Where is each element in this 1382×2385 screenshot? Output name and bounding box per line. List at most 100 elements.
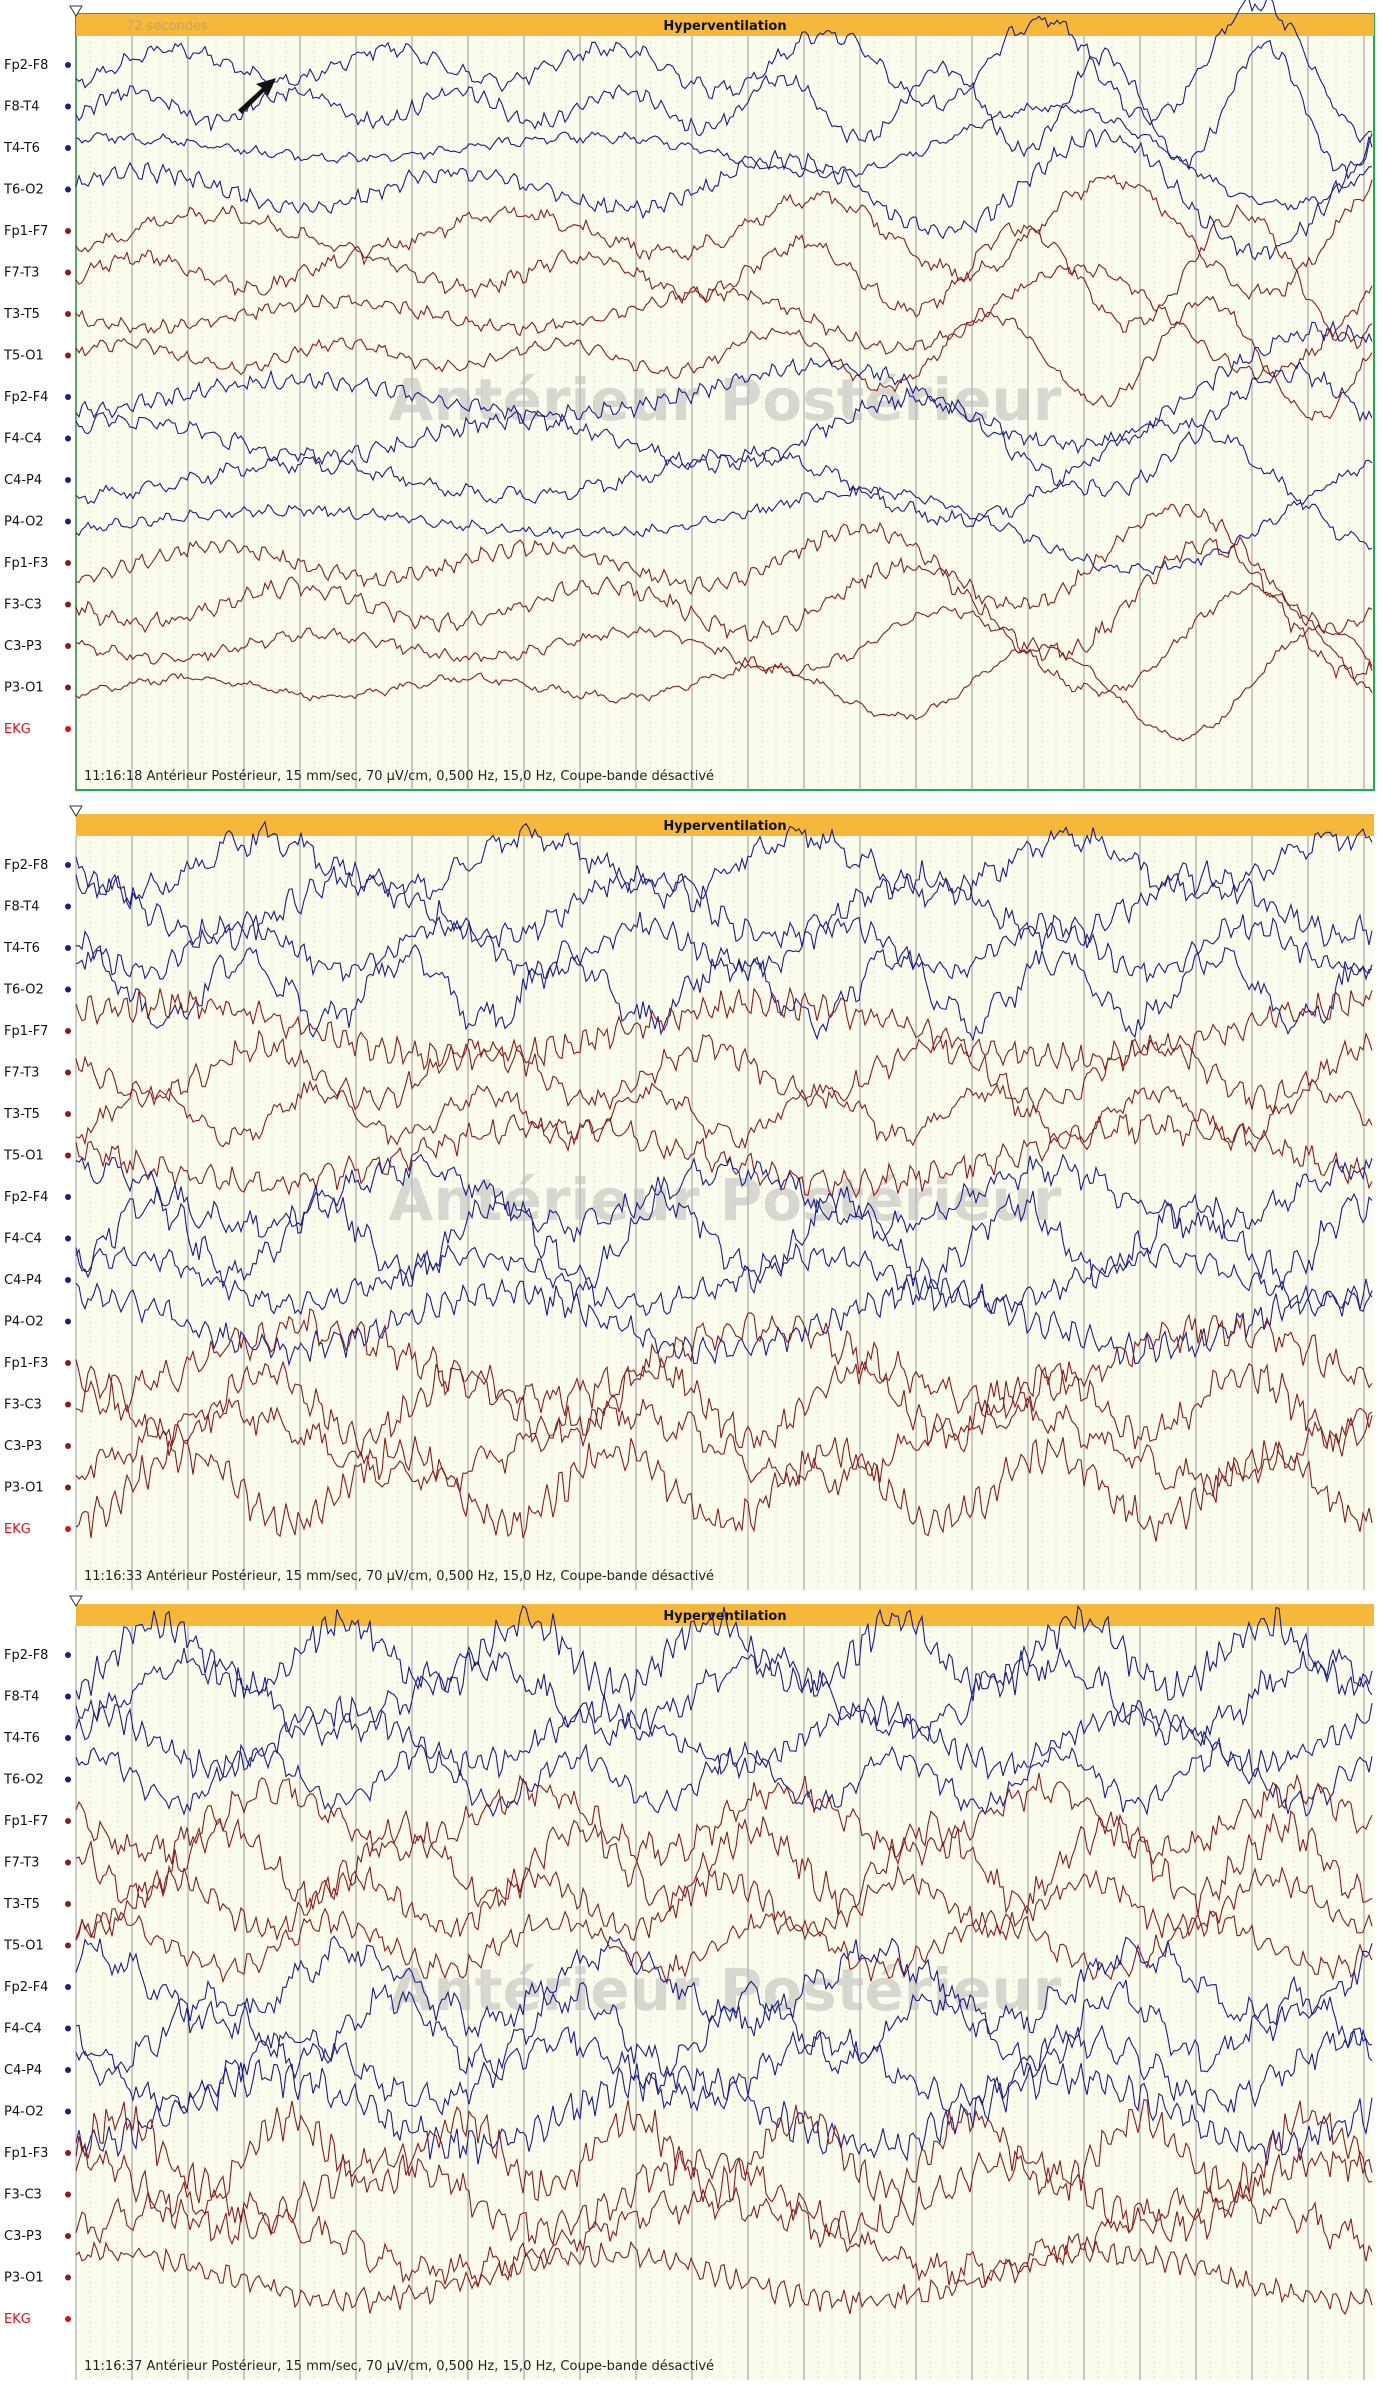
eeg-trace — [75, 1436, 1373, 1542]
annotation-arrow — [238, 78, 276, 114]
channel-label: T5-O1 — [3, 1939, 44, 1954]
channel-dot — [65, 1318, 71, 1325]
channel-label: Fp2-F4 — [4, 1190, 48, 1205]
eeg-trace — [75, 416, 1373, 550]
channel-label: Fp2-F4 — [4, 390, 48, 405]
channel-dot — [65, 1859, 71, 1866]
channel-label: C4-P4 — [4, 1273, 42, 1288]
channel-label: F3-C3 — [4, 2188, 42, 2203]
channel-label: Fp2-F8 — [4, 1648, 48, 1663]
footer-info: 11:16:18 Antérieur Postérieur, 15 mm/sec… — [84, 769, 714, 784]
channel-label: Fp2-F8 — [4, 858, 48, 873]
eeg-trace — [75, 1605, 1373, 1703]
channel-label: P4-O2 — [4, 2105, 44, 2120]
eeg-trace — [75, 1397, 1373, 1498]
channel-label: P4-O2 — [4, 1315, 44, 1330]
channel-dot — [65, 1235, 71, 1242]
channel-label: F8-T4 — [4, 900, 39, 915]
channel-dot — [65, 1818, 71, 1824]
eeg-trace — [75, 39, 1373, 180]
channel-label: Fp2-F8 — [4, 58, 48, 73]
eeg-trace — [75, 459, 1373, 576]
eeg-trace — [75, 624, 1373, 742]
channel-dot — [65, 2274, 71, 2281]
eeg-trace — [75, 1185, 1373, 1295]
channel-dot — [65, 145, 71, 151]
channel-dot — [65, 1652, 71, 1658]
channel-dot — [65, 518, 71, 525]
channel-dot — [65, 2191, 71, 2198]
channel-dot — [65, 643, 71, 649]
channel-label: P3-O1 — [4, 681, 44, 696]
channel-dot — [65, 1443, 71, 1449]
channel-label: T6-O2 — [3, 1773, 44, 1788]
eeg-trace — [75, 1809, 1373, 1916]
event-label: Hyperventilation — [663, 1609, 786, 1624]
eeg-trace — [75, 0, 1373, 144]
channel-dot — [65, 311, 71, 317]
time-marker — [69, 5, 83, 17]
eeg-trace — [75, 2180, 1373, 2288]
channel-dot — [65, 62, 71, 68]
channel-label: EKG — [4, 722, 31, 737]
eeg-trace — [75, 1356, 1373, 1458]
channel-label: F4-C4 — [4, 432, 42, 447]
channel-label: Fp1-F3 — [4, 556, 48, 571]
channel-label: F8-T4 — [4, 100, 39, 115]
channel-dot — [65, 1942, 71, 1949]
channel-label: P4-O2 — [4, 515, 44, 530]
channel-label: P3-O1 — [4, 2271, 44, 2286]
eeg-trace — [75, 940, 1373, 1042]
eeg-trace — [75, 174, 1373, 301]
eeg-trace — [75, 1029, 1373, 1115]
channel-dot — [65, 1277, 71, 1283]
eeg-trace — [75, 820, 1373, 911]
channel-label: Fp2-F4 — [4, 1980, 48, 1995]
channel-label: Fp1-F7 — [4, 1024, 48, 1039]
channel-dot — [65, 394, 71, 400]
channel-label: T5-O1 — [3, 349, 44, 364]
eeg-trace — [75, 295, 1373, 422]
channel-dot — [65, 186, 71, 193]
channel-dot — [65, 103, 71, 110]
channel-dot — [65, 2067, 71, 2073]
channel-label: C3-P3 — [4, 639, 42, 654]
channel-label: F7-T3 — [4, 1856, 39, 1871]
channel-dot — [65, 1401, 71, 1408]
channel-label: Fp1-F3 — [4, 1356, 48, 1371]
channel-dot — [65, 1901, 71, 1907]
channel-label: Fp1-F7 — [4, 1814, 48, 1829]
eeg-trace — [75, 582, 1373, 698]
eeg-trace — [75, 986, 1373, 1074]
channel-label: T4-T6 — [3, 1731, 40, 1746]
channel-dot — [65, 1484, 71, 1491]
eeg-trace — [75, 1113, 1373, 1199]
eeg-trace — [75, 1772, 1373, 1867]
eeg-trace — [75, 1740, 1373, 1818]
eeg-trace — [75, 1274, 1373, 1367]
time-label: 72 secondes — [126, 19, 208, 34]
channel-label: C3-P3 — [4, 1439, 42, 1454]
channel-label: EKG — [4, 1522, 31, 1537]
channel-label: F7-T3 — [4, 1066, 39, 1081]
channel-dot — [65, 560, 71, 566]
channel-label: F4-C4 — [4, 2022, 42, 2037]
channel-label: T3-T5 — [3, 1107, 40, 1122]
channel-label: F3-C3 — [4, 1398, 42, 1413]
channel-dot — [65, 477, 71, 483]
eeg-trace — [75, 2058, 1373, 2166]
event-bar — [76, 814, 1374, 836]
channel-label: T3-T5 — [3, 1897, 40, 1912]
eeg-trace — [75, 1907, 1373, 1985]
channel-dot — [65, 1069, 71, 1076]
channel-label: T3-T5 — [3, 307, 40, 322]
channel-dot — [65, 435, 71, 442]
channel-dot — [65, 352, 71, 359]
channel-label: C3-P3 — [4, 2229, 42, 2244]
time-marker — [69, 805, 83, 817]
channel-dot — [65, 726, 71, 732]
channel-dot — [65, 1776, 71, 1783]
